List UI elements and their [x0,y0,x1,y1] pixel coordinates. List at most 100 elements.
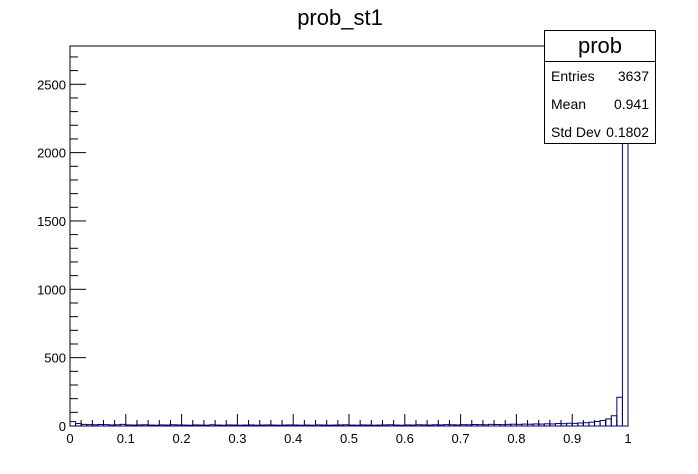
histogram-bar [86,424,93,427]
histogram-bar [432,424,439,427]
histogram-bar [387,424,395,427]
histogram-bar [515,423,523,427]
histogram-bar [298,424,305,427]
histogram-bar [532,423,540,427]
y-axis: 0 500 1000 1500 2000 2500 [37,56,86,434]
x-tick-label: 0.7 [452,431,470,446]
y-tick-label: 500 [44,351,66,366]
y-tick-label: 0 [59,419,66,434]
histogram-bar [69,421,77,427]
histogram-bar [164,424,171,427]
stats-label: Std Dev [551,124,601,140]
histogram-bar [365,424,372,427]
histogram-bar [543,423,551,427]
histogram-bar [488,423,495,427]
histogram-bar [499,424,506,427]
stats-label: Entries [551,68,595,84]
histogram-bar [354,424,361,427]
histogram-bar [214,424,222,427]
histogram-bar [610,415,618,427]
stats-label: Mean [551,96,587,112]
histogram-bar [231,424,238,427]
histogram-bar [471,423,478,427]
x-tick-label: 0.4 [284,431,302,446]
x-tick-label: 0.9 [563,431,581,446]
stats-row-mean: Mean 0.941 [545,90,655,118]
histogram-bar [616,396,623,427]
histogram-bar [197,424,205,427]
histogram-bar [108,424,116,427]
histogram-bar [381,424,389,427]
stats-box: prob Entries 3637 Mean 0.941 Std Dev 0.1… [544,30,656,144]
chart-title: prob_st1 [297,5,383,30]
histogram-bar [421,424,428,427]
histogram-bar [482,424,490,427]
histogram-bar [337,424,344,427]
histogram-bar [599,420,607,427]
histogram-bar [136,424,144,427]
histogram-bar [315,424,322,427]
histogram-bar [476,424,484,427]
histogram-bar [119,423,127,427]
x-tick-label: 0.8 [507,431,525,446]
histogram-bar [527,423,534,427]
x-axis: 0 0.1 0.2 0.3 0.4 0.5 0.6 0.7 0.8 0.9 1 [66,414,632,446]
histogram-bar [409,424,417,427]
histogram-bar [376,424,383,427]
histogram-bar [309,424,317,427]
stats-value: 3637 [617,68,649,84]
x-tick-label: 1 [624,431,631,446]
histogram-bar [264,424,272,427]
y-tick-label: 1000 [37,282,66,297]
histogram-bar [588,421,596,427]
histogram-bar [326,424,333,427]
y-tick-label: 2000 [37,146,66,161]
histogram-bar [181,424,188,427]
y-tick-label: 2500 [37,77,66,92]
histogram-bar [303,424,311,427]
histogram-bar [114,424,121,427]
histogram-bar [448,424,456,427]
histogram-bar [359,424,367,427]
histogram-bar [125,424,132,427]
x-tick-label: 0.1 [117,431,135,446]
histogram-bar [169,424,177,427]
stats-title: prob [545,31,655,62]
histogram-bar [554,423,562,427]
x-tick-label: 0.2 [173,431,191,446]
histogram-bar [594,420,601,427]
histogram-bar [91,424,99,427]
histogram-bar [571,422,579,427]
histogram-bar [220,424,227,427]
histogram-bar [147,424,155,427]
y-tick-label: 1500 [37,214,66,229]
x-tick-label: 0.5 [340,431,358,446]
stats-row-stddev: Std Dev 0.1802 [545,118,655,146]
histogram-bar [259,424,266,427]
histogram-bar [331,424,339,427]
histogram-bar [454,424,462,427]
x-tick-label: 0.6 [396,431,414,446]
histogram-bar [236,424,244,427]
histogram-bar [549,423,556,427]
histogram-bar [130,424,138,427]
histogram-bar [175,424,183,427]
histogram-bar [225,424,233,427]
histogram-bar [521,423,529,427]
histogram-bar [242,424,250,427]
histogram-bar [404,424,411,427]
histogram-bar [566,422,573,427]
x-tick-label: 0.3 [228,431,246,446]
histogram-bar [342,424,350,427]
histogram-bar [253,424,261,427]
histogram-bar [270,424,277,427]
histogram-bar [538,423,545,427]
stats-value: 0.941 [613,96,649,112]
histogram-bar [142,424,149,427]
histogram-bar [493,423,501,427]
histogram-bar [605,418,612,427]
histogram-bar [287,424,294,427]
histogram-bar [577,422,584,427]
stats-row-entries: Entries 3637 [545,62,655,90]
histogram-bar [437,424,445,427]
